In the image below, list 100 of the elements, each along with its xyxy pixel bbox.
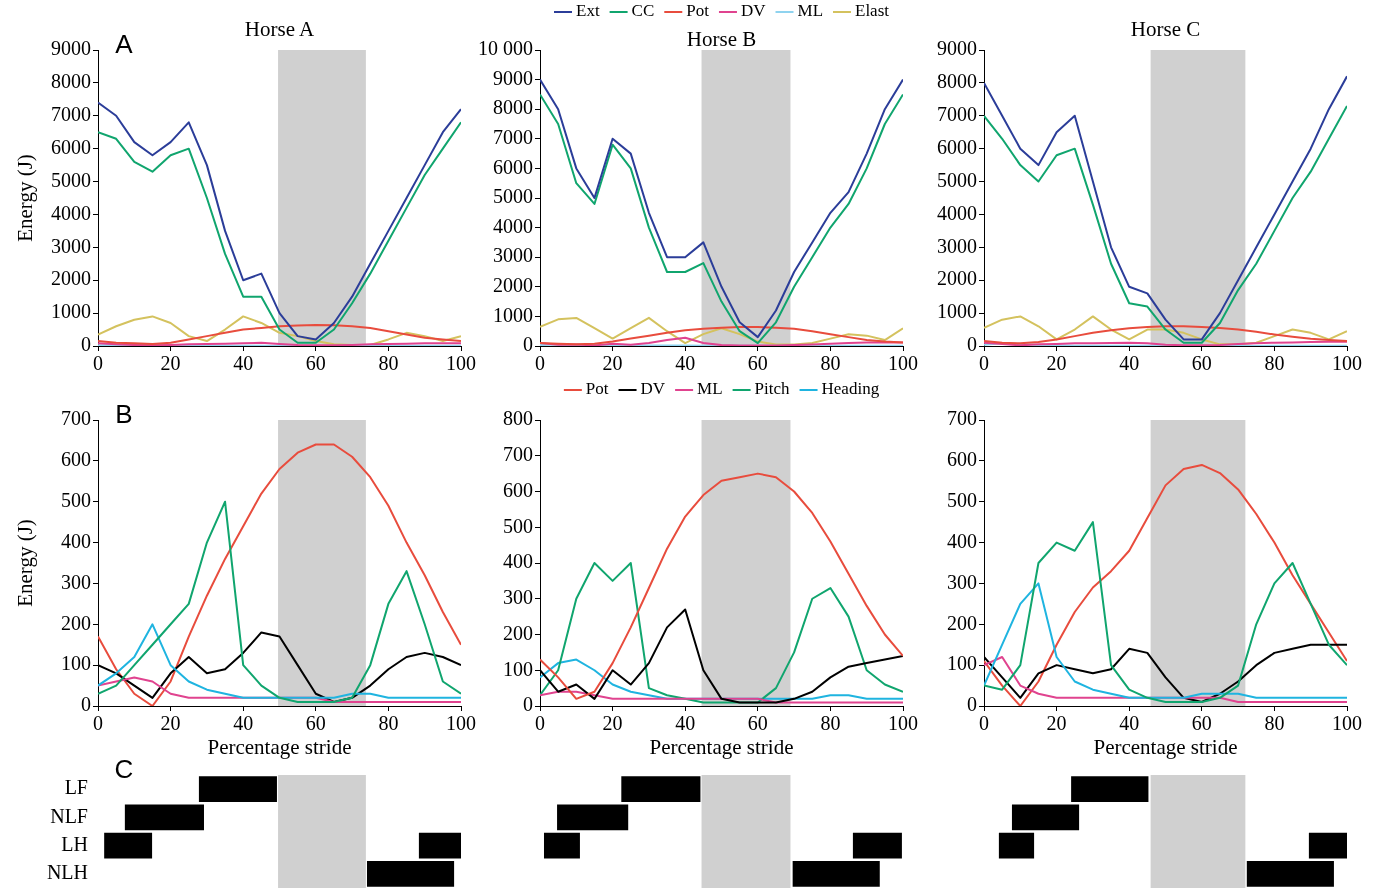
y-tick-label: 200 — [61, 611, 91, 634]
bar — [1011, 804, 1080, 831]
x-tick-label: 80 — [820, 352, 841, 375]
bar — [418, 832, 461, 859]
y-tick-label: 9000 — [937, 37, 977, 60]
y-tick-label: 6000 — [51, 135, 91, 158]
x-tick-label: 20 — [160, 712, 181, 735]
y-tick-label: 400 — [947, 529, 977, 552]
y-tick-label: 5000 — [493, 185, 533, 208]
annotation: A — [115, 29, 134, 60]
x-tick-label: 20 — [1046, 352, 1067, 375]
bar — [557, 804, 629, 831]
y-tick-label: 4000 — [51, 201, 91, 224]
chart-title: Horse C — [1130, 17, 1201, 41]
y-tick-label: 4000 — [493, 214, 533, 237]
bar — [1308, 832, 1347, 859]
chart-title: Horse B — [686, 27, 757, 51]
y-tick-label: 6000 — [937, 135, 977, 158]
y-tick-label: 0 — [967, 333, 977, 356]
legend-label: Pot — [585, 379, 609, 399]
y-tick-label: 500 — [503, 514, 533, 537]
y-tick-label: 400 — [503, 550, 533, 573]
legend-label: DV — [640, 379, 666, 399]
y-tick-label: 3000 — [937, 234, 977, 257]
x-tick-label: 20 — [160, 352, 181, 375]
bar — [621, 776, 701, 803]
y-tick-label: 0 — [523, 693, 533, 716]
x-tick-label: 80 — [1264, 712, 1285, 735]
x-tick-label: 60 — [747, 352, 768, 375]
y-tick-label: 100 — [947, 652, 977, 675]
x-axis-title: Percentage stride — [649, 734, 794, 759]
x-tick-label: 40 — [675, 712, 696, 735]
x-tick-label: 80 — [820, 712, 841, 735]
x-tick-label: 40 — [233, 712, 254, 735]
x-tick-label: 60 — [747, 712, 768, 735]
y-tick-label: 8000 — [937, 70, 977, 93]
y-tick-label: 200 — [947, 611, 977, 634]
y-tick-label: LH — [61, 832, 88, 855]
bar — [198, 776, 277, 803]
bar — [998, 832, 1035, 859]
y-tick-label: 1000 — [493, 303, 533, 326]
chart-title: Horse A — [244, 17, 316, 41]
y-tick-label: 500 — [61, 488, 91, 511]
x-tick-label: 100 — [888, 712, 918, 735]
x-tick-label: 60 — [1191, 352, 1212, 375]
y-tick-label: 0 — [81, 693, 91, 716]
y-tick-label: 100 — [503, 657, 533, 680]
x-axis-title: Percentage stride — [207, 734, 352, 759]
legend-label: Elast — [855, 1, 890, 21]
y-tick-label: 2000 — [493, 274, 533, 297]
y-tick-label: 9000 — [51, 37, 91, 60]
x-tick-label: 80 — [1264, 352, 1285, 375]
legend-label: Pot — [686, 1, 710, 21]
x-tick-label: 40 — [233, 352, 254, 375]
x-tick-label: 60 — [305, 352, 326, 375]
bar — [124, 804, 204, 831]
bar — [852, 832, 902, 859]
y-tick-label: 600 — [61, 448, 91, 471]
bar — [366, 860, 455, 887]
x-tick-label: 80 — [378, 352, 399, 375]
x-tick-label: 40 — [675, 352, 696, 375]
y-tick-label: 8000 — [51, 70, 91, 93]
x-tick-label: 100 — [1332, 712, 1362, 735]
x-tick-label: 100 — [446, 712, 476, 735]
y-tick-label: 800 — [503, 407, 533, 430]
y-tick-label: 6000 — [493, 155, 533, 178]
bar — [792, 860, 880, 887]
x-axis-title: Percentage stride — [1093, 734, 1238, 759]
y-tick-label: 0 — [523, 333, 533, 356]
bar — [543, 832, 580, 859]
y-tick-label: 700 — [61, 407, 91, 430]
bar — [1071, 776, 1149, 803]
x-tick-label: 80 — [378, 712, 399, 735]
y-tick-label: 10 000 — [478, 37, 533, 60]
legend-label: Pitch — [754, 379, 791, 399]
x-tick-label: 20 — [1046, 712, 1067, 735]
y-tick-label: 7000 — [937, 103, 977, 126]
y-axis-title: Energy (J) — [13, 154, 38, 242]
y-tick-label: 2000 — [51, 267, 91, 290]
y-tick-label: 3000 — [51, 234, 91, 257]
y-tick-label: 5000 — [51, 168, 91, 191]
annotation: C — [114, 754, 134, 785]
x-tick-label: 60 — [1191, 712, 1212, 735]
y-tick-label: LF — [64, 776, 88, 799]
legend-label: Ext — [576, 1, 600, 21]
y-tick-label: 1000 — [937, 300, 977, 323]
y-tick-label: 0 — [81, 333, 91, 356]
x-tick-label: 20 — [602, 352, 623, 375]
x-tick-label: 60 — [305, 712, 326, 735]
legend-label: DV — [740, 1, 767, 21]
y-tick-label: 2000 — [937, 267, 977, 290]
y-tick-label: 200 — [503, 621, 533, 644]
y-tick-label: 8000 — [493, 96, 533, 119]
legend-label: CC — [631, 1, 655, 21]
y-tick-label: 9000 — [493, 66, 533, 89]
y-tick-label: 300 — [503, 586, 533, 608]
y-tick-label: 600 — [503, 478, 533, 501]
y-tick-label: 7000 — [493, 126, 533, 149]
y-tick-label: 5000 — [937, 168, 977, 191]
x-tick-label: 40 — [1119, 712, 1140, 735]
